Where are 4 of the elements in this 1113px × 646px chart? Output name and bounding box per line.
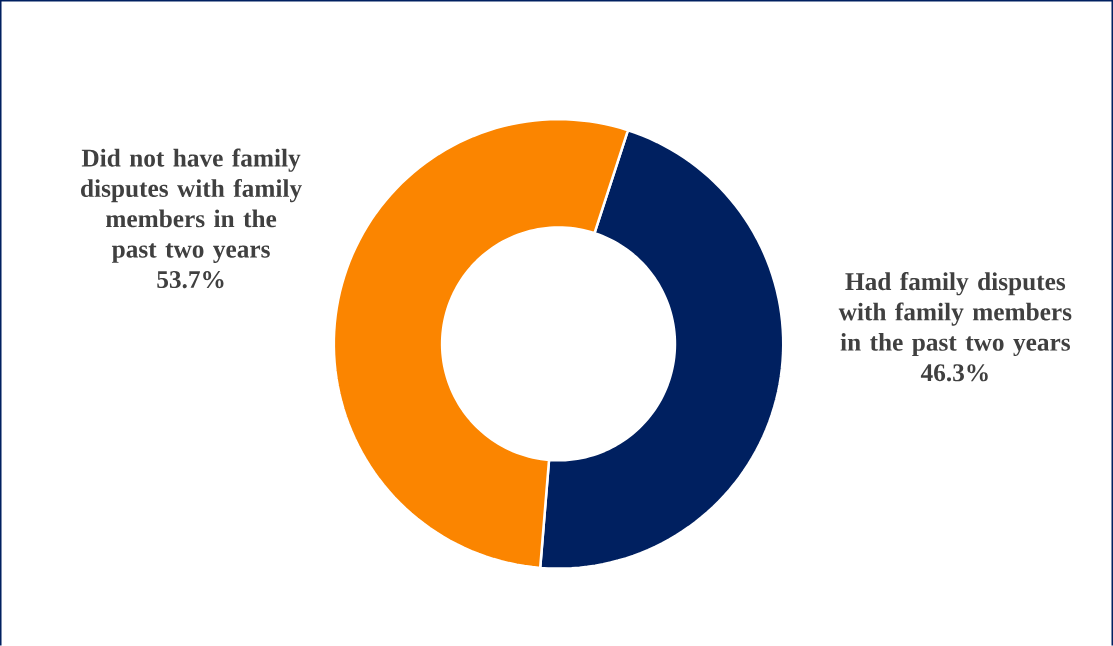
slice-label: Had family disputes with family members in the past two years bbox=[838, 271, 1072, 356]
data-label: 46.3% bbox=[920, 364, 988, 382]
data-label: 53.7% bbox=[157, 270, 224, 289]
slice-label: Did not have family disputes with family members in the past two years bbox=[81, 148, 302, 263]
